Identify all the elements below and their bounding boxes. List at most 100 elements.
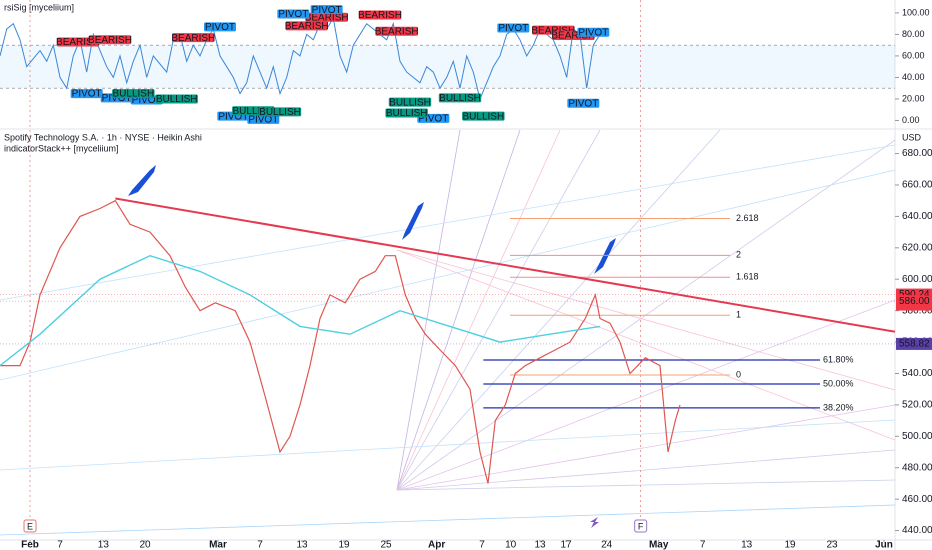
arrow [128, 165, 156, 196]
x-tick-label: 13 [741, 540, 753, 550]
signal-badge [204, 22, 236, 32]
y-tick-label: 440.00 [902, 525, 932, 536]
y-tick-label: 640.00 [902, 211, 932, 222]
x-tick-label: Mar [209, 540, 227, 550]
y-tick-label: 680.00 [902, 148, 932, 159]
signal-label: PIVOT [312, 5, 342, 16]
signal-badge [70, 89, 103, 99]
signal-badge [258, 107, 302, 117]
signal-badge [112, 89, 155, 99]
signal-label: BEARISH [88, 35, 132, 46]
signal-label: PIVOT [248, 115, 278, 126]
signal-label: BEARISH [551, 31, 595, 42]
signal-label: BEARISH [375, 26, 419, 37]
signal-label: BEARISH [285, 21, 329, 32]
signal-label: BULLISH [259, 107, 301, 118]
main-title: Spotify Technology S.A. · 1h · NYSE · He… [4, 132, 202, 142]
x-tick-label: 7 [700, 540, 706, 550]
signal-badge [247, 114, 280, 124]
signal-badge [358, 10, 402, 20]
x-tick-label: 17 [560, 540, 572, 550]
signal-label: BEARISH [171, 33, 215, 44]
signal-badge [462, 111, 505, 121]
signal-label: PIVOT [578, 27, 608, 38]
currency: USD [902, 132, 922, 142]
signal-label: BEARISH [305, 12, 349, 23]
x-tick-label: 13 [98, 540, 110, 550]
x-tick-label: 24 [601, 540, 613, 550]
trendline [115, 197, 896, 333]
x-tick-label: 20 [139, 540, 151, 550]
fib-label: 1.618 [736, 272, 759, 282]
x-tick-label: May [649, 540, 669, 550]
price-tag [896, 295, 932, 308]
y-tick-label: 600.00 [902, 274, 932, 285]
arrow [402, 202, 424, 240]
price-tag [896, 337, 932, 350]
signal-badge [310, 5, 343, 15]
indicator-title: indicatorStack++ [myceliium] [4, 143, 119, 153]
x-tick-label: 7 [57, 540, 63, 550]
event-icon [590, 517, 599, 528]
rsi-tick-label: 40.00 [902, 72, 925, 82]
x-tick-label: 23 [826, 540, 838, 550]
gann-fan [0, 129, 896, 536]
retracement-label: 61.80% [823, 354, 854, 364]
signal-badge [172, 33, 215, 43]
rsi-tick-label: 100.00 [902, 7, 930, 17]
x-tick-label: Feb [21, 540, 39, 550]
signal-badge [88, 35, 132, 45]
retracement-label: 50.00% [823, 378, 854, 388]
signal-badge [567, 98, 600, 108]
signal-badge [305, 12, 348, 22]
signal-badge [497, 23, 530, 33]
rsi-title: rsiSig [myceliium] [4, 2, 74, 12]
signal-label: PIVOT [72, 89, 102, 100]
signal-badge [375, 26, 418, 36]
x-tick-label: 10 [505, 540, 517, 550]
x-tick-label: 7 [479, 540, 485, 550]
signal-label: PIVOT [218, 111, 248, 122]
y-tick-label: 660.00 [902, 180, 932, 191]
signal-badge [438, 93, 482, 103]
signal-label: PIVOT [498, 23, 528, 34]
fib-label: 2.618 [736, 213, 759, 223]
y-tick-label: 520.00 [902, 400, 932, 411]
signal-label: PIVOT [205, 22, 235, 33]
price-line [0, 254, 601, 367]
signal-label: BULLISH [439, 93, 481, 104]
signal-label: BEARISH [56, 37, 100, 48]
rsi-line [0, 16, 601, 101]
signal-badge [285, 21, 328, 31]
x-tick-label: 13 [296, 540, 308, 550]
signal-badge [155, 94, 198, 104]
event-marker [634, 519, 648, 533]
arrow [594, 238, 616, 274]
x-tick-label: 13 [534, 540, 546, 550]
signal-label: BULLISH [156, 94, 198, 105]
signal-label: BEARISH [358, 10, 402, 21]
rsi-tick-label: 60.00 [902, 50, 925, 60]
y-tick-label: 540.00 [902, 368, 932, 379]
fib-label: 1 [736, 310, 741, 320]
y-tick-label: 620.00 [902, 242, 932, 253]
x-tick-label: 7 [257, 540, 263, 550]
rsi-band [0, 45, 895, 89]
signal-label: PIVOT [418, 113, 448, 124]
price-tag-label: 586.00 [899, 296, 930, 307]
rsi-tick-label: 0.00 [902, 115, 920, 125]
arrows [128, 165, 616, 274]
signal-label: PIVOT [132, 95, 162, 106]
x-tick-label: 19 [784, 540, 796, 550]
signal-label: BULLISH [232, 106, 274, 117]
x-tick-label: Apr [428, 540, 445, 550]
signal-label: PIVOT [102, 93, 132, 104]
y-tick-label: 460.00 [902, 494, 932, 505]
signal-badge [577, 27, 610, 37]
signal-badge [388, 97, 432, 107]
price-tag-label: 590.24 [899, 289, 930, 300]
y-tick-label: 480.00 [902, 462, 932, 473]
signal-label: BULLISH [389, 97, 431, 108]
signal-label: PIVOT [568, 98, 598, 109]
fib-label: 0 [736, 369, 741, 379]
